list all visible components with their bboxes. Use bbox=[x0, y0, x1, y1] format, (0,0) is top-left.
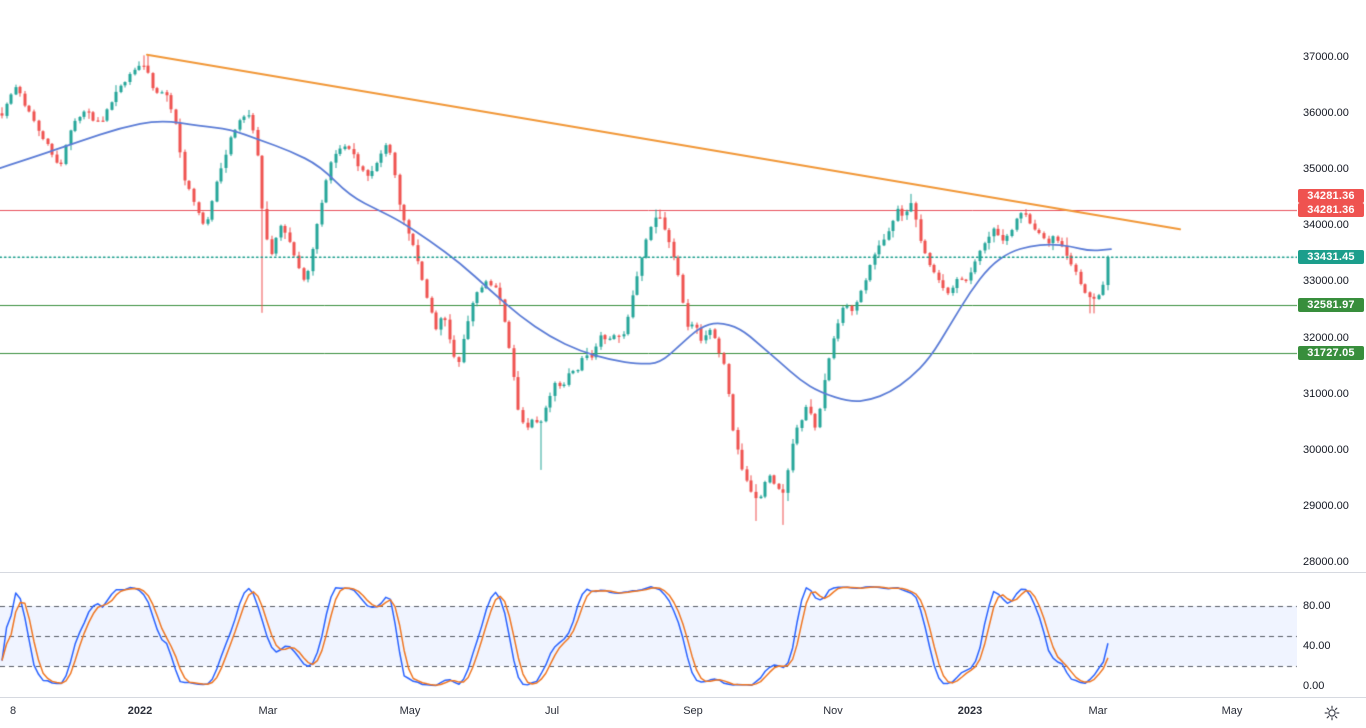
time-scale[interactable]: 8 2022 Mar May Jul Sep Nov 2023 Mar May bbox=[0, 697, 1297, 728]
axis-tick-label: 36000.00 bbox=[1303, 107, 1349, 120]
axis-tick-label: 33000.00 bbox=[1303, 275, 1349, 288]
axis-tick-label: 35000.00 bbox=[1303, 163, 1349, 176]
axis-tick-label: 31000.00 bbox=[1303, 387, 1349, 400]
price-label-badge: 32581.97 bbox=[1298, 297, 1364, 312]
axis-tick-label: 34000.00 bbox=[1303, 219, 1349, 232]
price-chart-canvas[interactable] bbox=[0, 0, 1297, 697]
axis-tick-label: 29000.00 bbox=[1303, 499, 1349, 512]
time-axis-label: Mar bbox=[258, 705, 278, 717]
price-label-badge: 31727.05 bbox=[1298, 345, 1364, 360]
axis-tick-label: 0.00 bbox=[1303, 680, 1325, 692]
time-axis-label: Sep bbox=[683, 705, 703, 717]
price-label-badge: 34281.36 bbox=[1298, 188, 1364, 203]
axis-tick-label: 32000.00 bbox=[1303, 331, 1349, 344]
time-axis-label: Mar bbox=[1088, 705, 1108, 717]
time-axis-settings-button[interactable] bbox=[1297, 697, 1366, 728]
time-axis-label: 8 bbox=[9, 705, 17, 717]
time-axis-label: May bbox=[399, 705, 421, 717]
pane-separator[interactable] bbox=[0, 572, 1366, 573]
time-axis-year-label: 2022 bbox=[127, 705, 153, 717]
time-axis-label: May bbox=[1221, 705, 1243, 717]
axis-tick-label: 28000.00 bbox=[1303, 555, 1349, 568]
axis-tick-label: 30000.00 bbox=[1303, 443, 1349, 456]
gear-icon bbox=[1324, 705, 1339, 720]
axis-tick-label: 40.00 bbox=[1303, 640, 1331, 652]
axis-tick-label: 37000.00 bbox=[1303, 51, 1349, 63]
time-axis-label: Nov bbox=[823, 705, 843, 717]
price-label-badge: 34281.36 bbox=[1298, 202, 1364, 217]
time-axis-separator bbox=[0, 697, 1366, 698]
price-label-badge: 33431.45 bbox=[1298, 250, 1364, 265]
time-axis-year-label: 2023 bbox=[957, 705, 983, 717]
axis-tick-label: 80.00 bbox=[1303, 600, 1331, 612]
price-scale[interactable]: 37000.00 36000.00 35000.00 34000.00 33000.00… bbox=[1297, 0, 1366, 697]
time-axis-label: Jul bbox=[544, 705, 560, 717]
